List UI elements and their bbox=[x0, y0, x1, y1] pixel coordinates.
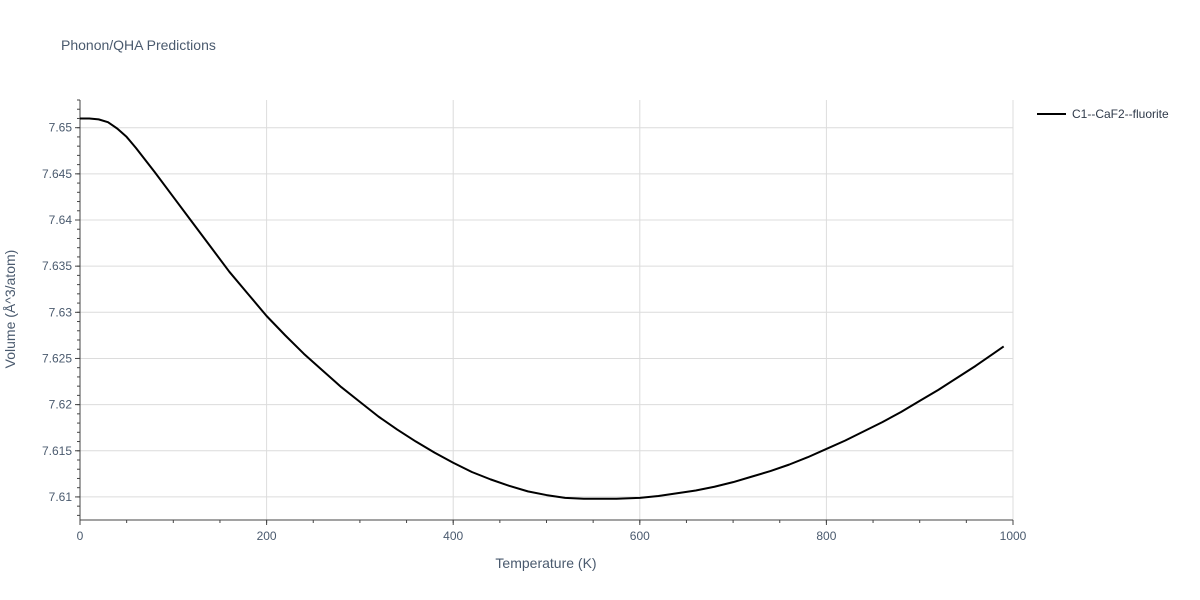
y-tick-label: 7.63 bbox=[49, 305, 73, 319]
grid bbox=[80, 100, 1014, 520]
y-tick-label: 7.615 bbox=[42, 444, 72, 458]
x-tick-label: 0 bbox=[77, 529, 84, 543]
y-axis-label: Volume (Å^3/atom) bbox=[2, 250, 18, 369]
y-tick-label: 7.62 bbox=[49, 398, 73, 412]
x-axis-label: Temperature (K) bbox=[495, 555, 596, 571]
y-tick-label: 7.625 bbox=[42, 351, 72, 365]
legend[interactable]: C1--CaF2--fluorite bbox=[1037, 107, 1169, 121]
y-tick-label: 7.64 bbox=[49, 213, 73, 227]
y-tick-label: 7.645 bbox=[42, 167, 72, 181]
y-tick-labels: 7.61 7.615 7.62 7.625 7.63 7.635 7.64 7.645 7.65 bbox=[42, 121, 80, 504]
x-tick-labels: 0 200 400 600 800 1000 bbox=[77, 520, 1027, 543]
x-tick-label: 600 bbox=[630, 529, 650, 543]
x-tick-label: 800 bbox=[816, 529, 836, 543]
x-tick-label: 200 bbox=[257, 529, 277, 543]
x-tick-label: 1000 bbox=[1000, 529, 1027, 543]
legend-label: C1--CaF2--fluorite bbox=[1072, 107, 1169, 121]
y-tick-label: 7.635 bbox=[42, 259, 72, 273]
y-tick-label: 7.61 bbox=[49, 490, 73, 504]
series-lines bbox=[80, 117, 1005, 500]
y-tick-label: 7.65 bbox=[49, 121, 73, 135]
x-tick-label: 400 bbox=[443, 529, 463, 543]
chart-title: Phonon/QHA Predictions bbox=[61, 37, 216, 53]
series-line bbox=[80, 117, 1005, 500]
